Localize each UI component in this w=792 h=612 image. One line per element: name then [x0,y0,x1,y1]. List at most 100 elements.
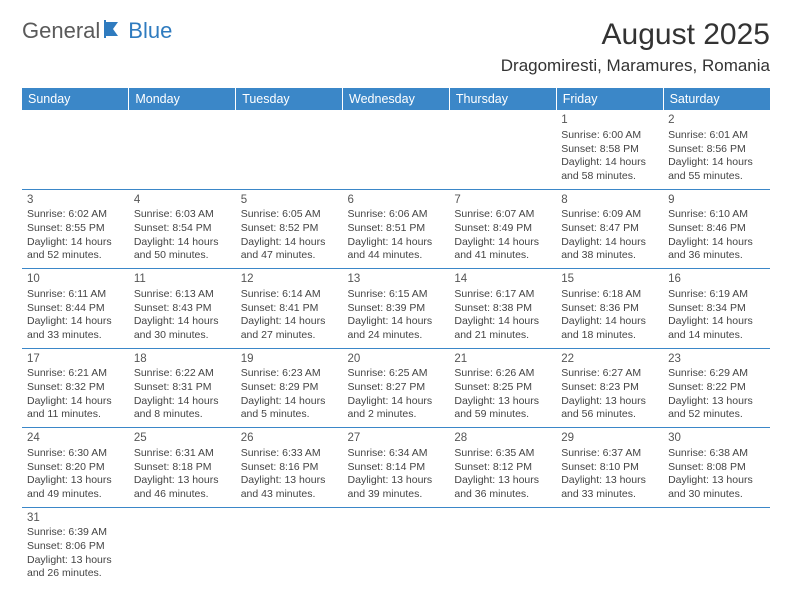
calendar-cell: 17Sunrise: 6:21 AMSunset: 8:32 PMDayligh… [22,348,129,428]
sunrise-line: Sunrise: 6:25 AM [348,367,445,381]
weekday-header: Wednesday [343,88,450,110]
day-number: 8 [561,193,658,208]
daylight-line: Daylight: 14 hours and 58 minutes. [561,156,658,183]
daylight-line: Daylight: 14 hours and 41 minutes. [454,236,551,263]
calendar-cell: 29Sunrise: 6:37 AMSunset: 8:10 PMDayligh… [556,428,663,508]
calendar-cell: 21Sunrise: 6:26 AMSunset: 8:25 PMDayligh… [449,348,556,428]
day-number: 16 [668,272,765,287]
daylight-line: Daylight: 13 hours and 49 minutes. [27,474,124,501]
sunset-line: Sunset: 8:51 PM [348,222,445,236]
day-number: 14 [454,272,551,287]
daylight-line: Daylight: 14 hours and 33 minutes. [27,315,124,342]
daylight-line: Daylight: 13 hours and 39 minutes. [348,474,445,501]
sunset-line: Sunset: 8:46 PM [668,222,765,236]
sunset-line: Sunset: 8:55 PM [27,222,124,236]
weekday-header: Sunday [22,88,129,110]
calendar-empty-cell [449,110,556,189]
calendar-cell: 6Sunrise: 6:06 AMSunset: 8:51 PMDaylight… [343,189,450,269]
calendar-row: 31Sunrise: 6:39 AMSunset: 8:06 PMDayligh… [22,507,770,586]
day-number: 30 [668,431,765,446]
sunset-line: Sunset: 8:16 PM [241,461,338,475]
daylight-line: Daylight: 14 hours and 38 minutes. [561,236,658,263]
sunrise-line: Sunrise: 6:30 AM [27,447,124,461]
calendar-cell: 22Sunrise: 6:27 AMSunset: 8:23 PMDayligh… [556,348,663,428]
sunset-line: Sunset: 8:22 PM [668,381,765,395]
daylight-line: Daylight: 14 hours and 24 minutes. [348,315,445,342]
daylight-line: Daylight: 14 hours and 27 minutes. [241,315,338,342]
daylight-line: Daylight: 14 hours and 11 minutes. [27,395,124,422]
sunset-line: Sunset: 8:18 PM [134,461,231,475]
day-number: 22 [561,352,658,367]
sunrise-line: Sunrise: 6:21 AM [27,367,124,381]
daylight-line: Daylight: 13 hours and 43 minutes. [241,474,338,501]
sunset-line: Sunset: 8:12 PM [454,461,551,475]
calendar-cell: 25Sunrise: 6:31 AMSunset: 8:18 PMDayligh… [129,428,236,508]
sunrise-line: Sunrise: 6:23 AM [241,367,338,381]
calendar-cell: 4Sunrise: 6:03 AMSunset: 8:54 PMDaylight… [129,189,236,269]
sunrise-line: Sunrise: 6:19 AM [668,288,765,302]
logo-text-blue: Blue [128,18,172,44]
sunset-line: Sunset: 8:56 PM [668,143,765,157]
calendar-empty-cell [129,507,236,586]
calendar-cell: 11Sunrise: 6:13 AMSunset: 8:43 PMDayligh… [129,269,236,349]
calendar-empty-cell [22,110,129,189]
daylight-line: Daylight: 13 hours and 36 minutes. [454,474,551,501]
day-number: 9 [668,193,765,208]
sunrise-line: Sunrise: 6:38 AM [668,447,765,461]
daylight-line: Daylight: 13 hours and 52 minutes. [668,395,765,422]
day-number: 27 [348,431,445,446]
calendar-empty-cell [449,507,556,586]
calendar-cell: 2Sunrise: 6:01 AMSunset: 8:56 PMDaylight… [663,110,770,189]
sunset-line: Sunset: 8:49 PM [454,222,551,236]
weekday-header: Saturday [663,88,770,110]
calendar-cell: 18Sunrise: 6:22 AMSunset: 8:31 PMDayligh… [129,348,236,428]
sunrise-line: Sunrise: 6:09 AM [561,208,658,222]
day-number: 26 [241,431,338,446]
weekday-header: Monday [129,88,236,110]
sunrise-line: Sunrise: 6:13 AM [134,288,231,302]
sunset-line: Sunset: 8:34 PM [668,302,765,316]
day-number: 21 [454,352,551,367]
day-number: 10 [27,272,124,287]
sunset-line: Sunset: 8:08 PM [668,461,765,475]
daylight-line: Daylight: 14 hours and 30 minutes. [134,315,231,342]
calendar-cell: 30Sunrise: 6:38 AMSunset: 8:08 PMDayligh… [663,428,770,508]
calendar-cell: 7Sunrise: 6:07 AMSunset: 8:49 PMDaylight… [449,189,556,269]
day-number: 29 [561,431,658,446]
day-number: 3 [27,193,124,208]
calendar-empty-cell [343,110,450,189]
calendar-cell: 10Sunrise: 6:11 AMSunset: 8:44 PMDayligh… [22,269,129,349]
day-number: 15 [561,272,658,287]
sunrise-line: Sunrise: 6:10 AM [668,208,765,222]
daylight-line: Daylight: 13 hours and 30 minutes. [668,474,765,501]
day-number: 7 [454,193,551,208]
sunset-line: Sunset: 8:31 PM [134,381,231,395]
calendar-cell: 20Sunrise: 6:25 AMSunset: 8:27 PMDayligh… [343,348,450,428]
day-number: 19 [241,352,338,367]
daylight-line: Daylight: 13 hours and 33 minutes. [561,474,658,501]
sunrise-line: Sunrise: 6:07 AM [454,208,551,222]
sunset-line: Sunset: 8:20 PM [27,461,124,475]
sunrise-line: Sunrise: 6:15 AM [348,288,445,302]
daylight-line: Daylight: 14 hours and 36 minutes. [668,236,765,263]
daylight-line: Daylight: 14 hours and 18 minutes. [561,315,658,342]
sunset-line: Sunset: 8:27 PM [348,381,445,395]
calendar-cell: 26Sunrise: 6:33 AMSunset: 8:16 PMDayligh… [236,428,343,508]
page-title: August 2025 [501,18,770,52]
sunset-line: Sunset: 8:06 PM [27,540,124,554]
calendar-empty-cell [236,110,343,189]
sunset-line: Sunset: 8:44 PM [27,302,124,316]
calendar-empty-cell [236,507,343,586]
calendar-cell: 12Sunrise: 6:14 AMSunset: 8:41 PMDayligh… [236,269,343,349]
weekday-header-row: SundayMondayTuesdayWednesdayThursdayFrid… [22,88,770,110]
day-number: 11 [134,272,231,287]
day-number: 13 [348,272,445,287]
sunset-line: Sunset: 8:52 PM [241,222,338,236]
sunset-line: Sunset: 8:39 PM [348,302,445,316]
daylight-line: Daylight: 14 hours and 55 minutes. [668,156,765,183]
calendar-cell: 27Sunrise: 6:34 AMSunset: 8:14 PMDayligh… [343,428,450,508]
sunrise-line: Sunrise: 6:05 AM [241,208,338,222]
day-number: 24 [27,431,124,446]
logo-flag-icon [104,20,126,43]
sunset-line: Sunset: 8:32 PM [27,381,124,395]
